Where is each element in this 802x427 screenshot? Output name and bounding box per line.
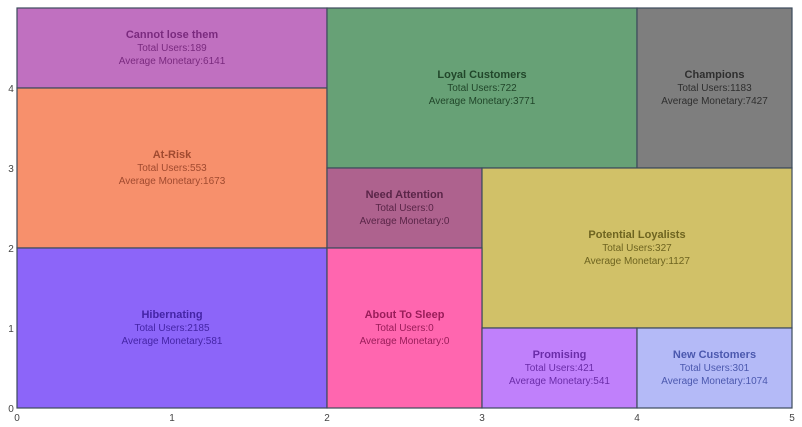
segment-name-label: New Customers xyxy=(673,349,756,361)
segment-average-monetary-label: Average Monetary:541 xyxy=(509,376,610,387)
x-tick-label: 2 xyxy=(324,413,330,424)
y-tick-label: 4 xyxy=(8,84,14,95)
x-tick-label: 0 xyxy=(14,413,20,424)
y-tick-label: 3 xyxy=(8,164,14,175)
segment-rect xyxy=(481,167,793,329)
x-tick-label: 3 xyxy=(479,413,485,424)
y-tick-label: 0 xyxy=(8,404,14,415)
x-tick-label: 1 xyxy=(169,413,175,424)
segment-name-label: At-Risk xyxy=(153,149,192,161)
segment-average-monetary-label: Average Monetary:0 xyxy=(360,216,450,227)
segment-name-label: Cannot lose them xyxy=(126,29,219,41)
segment-total-users-label: Total Users:0 xyxy=(375,323,434,334)
segment-hibernating: Hibernating Total Users:2185 Average Monet… xyxy=(16,247,328,409)
segment-rect xyxy=(16,7,328,89)
segment-name-label: Need Attention xyxy=(366,189,444,201)
segment-average-monetary-label: Average Monetary:581 xyxy=(122,336,223,347)
segment-average-monetary-label: Average Monetary:7427 xyxy=(661,96,768,107)
segment-about-to-sleep: About To Sleep Total Users:0 Average Monet… xyxy=(326,247,483,409)
segment-name-label: Loyal Customers xyxy=(437,69,526,81)
segment-total-users-label: Total Users:421 xyxy=(525,363,595,374)
segment-average-monetary-label: Average Monetary:6141 xyxy=(119,56,226,67)
segment-name-label: Potential Loyalists xyxy=(588,229,685,241)
x-tick-label: 4 xyxy=(634,413,640,424)
segment-rect xyxy=(16,247,328,409)
x-tick-label: 5 xyxy=(789,413,795,424)
segment-promising: Promising Total Users:421 Average Monetary… xyxy=(481,327,638,409)
segment-champions: Champions Total Users:1183 Average Monetar… xyxy=(636,7,793,169)
segment-rect xyxy=(326,7,638,169)
segment-total-users-label: Total Users:301 xyxy=(680,363,750,374)
segment-rect xyxy=(16,87,328,249)
segment-name-label: Hibernating xyxy=(141,309,202,321)
segment-loyal-customers: Loyal Customers Total Users:722 Average Mo… xyxy=(326,7,638,169)
y-tick-label: 1 xyxy=(8,324,14,335)
segment-total-users-label: Total Users:327 xyxy=(602,243,672,254)
segment-name-label: Champions xyxy=(685,69,745,81)
segment-total-users-label: Total Users:189 xyxy=(137,43,207,54)
segment-average-monetary-label: Average Monetary:0 xyxy=(360,336,450,347)
segment-total-users-label: Total Users:1183 xyxy=(677,83,752,94)
segment-rect xyxy=(636,7,793,169)
segment-potential-loyalists: Potential Loyalists Total Users:327 Averag… xyxy=(481,167,793,329)
segment-cannot-lose-them: Cannot lose them Total Users:189 Average M… xyxy=(16,7,328,89)
segment-name-label: Promising xyxy=(533,349,587,361)
segment-rect xyxy=(326,247,483,409)
segment-rect xyxy=(636,327,793,409)
segment-average-monetary-label: Average Monetary:1127 xyxy=(584,256,690,267)
axes-layer: 0 1 2 3 4 5 0 1 2 3 4 xyxy=(8,84,795,424)
segment-at-risk: At-Risk Total Users:553 Average Monetary:1… xyxy=(16,87,328,249)
segment-need-attention: Need Attention Total Users:0 Average Monet… xyxy=(326,167,483,249)
segment-average-monetary-label: Average Monetary:1673 xyxy=(119,176,226,187)
segment-total-users-label: Total Users:2185 xyxy=(134,323,209,334)
segment-rect xyxy=(481,327,638,409)
segment-new-customers: New Customers Total Users:301 Average Mone… xyxy=(636,327,793,409)
segment-total-users-label: Total Users:722 xyxy=(447,83,517,94)
segments-layer: Cannot lose them Total Users:189 Average M… xyxy=(16,7,793,409)
segment-rect xyxy=(326,167,483,249)
segment-name-label: About To Sleep xyxy=(365,309,445,321)
segment-average-monetary-label: Average Monetary:3771 xyxy=(429,96,536,107)
segment-total-users-label: Total Users:553 xyxy=(137,163,207,174)
segment-total-users-label: Total Users:0 xyxy=(375,203,434,214)
segment-average-monetary-label: Average Monetary:1074 xyxy=(661,376,768,387)
y-tick-label: 2 xyxy=(8,244,14,255)
